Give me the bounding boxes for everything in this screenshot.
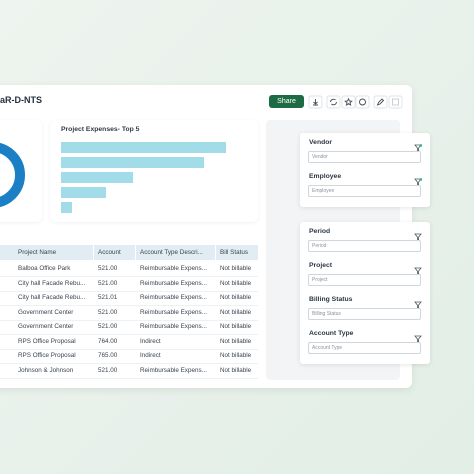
table-cell: Not billable — [220, 308, 252, 316]
table-cell: Reimbursable Expens... — [140, 323, 207, 330]
filter-input[interactable]: Period — [308, 240, 421, 252]
row-divider — [0, 276, 258, 277]
table-cell: Indirect — [140, 352, 161, 359]
column-header: Account Type Descri... — [140, 249, 203, 256]
row-divider — [0, 377, 258, 379]
filter-label: Period — [309, 228, 331, 235]
table-cell: Not billable — [220, 294, 252, 301]
column-header: Bill Status — [220, 249, 248, 256]
bar — [61, 202, 72, 213]
table-cell: Reimbursable Expens... — [140, 366, 207, 374]
table-cell: 521.00 — [98, 366, 118, 374]
table-cell: RPS Office Proposal — [18, 337, 76, 345]
filter-icon[interactable] — [414, 296, 422, 309]
filter-panel: Period Period Project Project Billing Status… — [300, 222, 430, 364]
bar — [61, 172, 133, 183]
chart-title: Project Expenses- Top 5 — [61, 126, 140, 133]
table-cell: Not billable — [220, 323, 252, 330]
filter-input[interactable]: Account Type — [308, 342, 421, 354]
table-cell: 521.00 — [98, 265, 118, 272]
filter-label: Employee — [309, 173, 342, 180]
table-cell: Indirect — [140, 337, 161, 345]
table-cell: Reimbursable Expens... — [140, 265, 207, 272]
toolbar-icons — [308, 95, 403, 109]
column-divider — [135, 245, 136, 260]
filter-label: Vendor — [309, 139, 333, 146]
filter-label: Account Type — [309, 330, 354, 337]
filter-icon[interactable] — [414, 139, 423, 152]
filter-input[interactable]: Employee — [308, 185, 421, 197]
table-cell: Not billable — [220, 279, 252, 287]
filter-panel: Vendor Vendor Employee Employee — [300, 133, 430, 207]
filter-input[interactable]: Vendor — [308, 151, 421, 163]
filter-icon[interactable] — [414, 173, 423, 186]
row-divider — [0, 363, 258, 364]
table-cell: Johnson & Johnson — [18, 366, 74, 374]
filter-label: Project — [309, 262, 333, 269]
column-divider — [93, 245, 94, 260]
column-divider — [215, 245, 216, 260]
table-cell: Reimbursable Expens... — [140, 308, 207, 316]
filter-icon[interactable] — [414, 262, 422, 275]
column-header: Project Name — [18, 249, 57, 256]
row-divider — [0, 334, 258, 335]
table-cell: City hall Facade Rebu... — [18, 294, 86, 301]
row-divider — [0, 290, 258, 292]
filter-icon[interactable] — [414, 330, 422, 343]
table-cell: 764.00 — [98, 337, 118, 345]
table-cell: Government Center — [18, 323, 74, 330]
table-cell: City hall Facade Rebu... — [18, 279, 86, 287]
filter-input[interactable]: Project — [308, 274, 421, 286]
table-cell: 521.00 — [98, 279, 118, 287]
table: Project Name Account Account Type Descri..… — [0, 245, 258, 380]
table-cell: 521.00 — [98, 308, 118, 316]
chart-card: Project Expenses- Top 5 — [50, 120, 258, 222]
bar — [61, 187, 106, 198]
row-divider — [0, 319, 258, 321]
table-cell: Government Center — [18, 308, 74, 316]
filter-label: Billing Status — [309, 296, 353, 303]
table-cell: Not billable — [220, 352, 252, 359]
page-title: aR-D-NTS — [0, 95, 42, 105]
table-cell: Reimbursable Expens... — [140, 279, 207, 287]
table-header — [0, 245, 258, 260]
share-button[interactable]: Share — [269, 95, 304, 108]
filter-input[interactable]: Billing Status — [308, 308, 421, 320]
table-cell: 521.01 — [98, 294, 118, 301]
table-cell: Balboa Office Park — [18, 265, 71, 272]
filter-icon[interactable] — [414, 228, 422, 241]
bar — [61, 157, 204, 168]
row-divider — [0, 305, 258, 306]
table-cell: Reimbursable Expens... — [140, 294, 207, 301]
column-header: Account — [98, 249, 121, 256]
bar — [61, 142, 226, 153]
table-cell: 521.00 — [98, 323, 118, 330]
table-cell: Not billable — [220, 337, 252, 345]
table-cell: 765.00 — [98, 352, 118, 359]
table-cell: Not billable — [220, 265, 252, 272]
table-cell: RPS Office Proposal — [18, 352, 76, 359]
donut-chart — [0, 142, 25, 208]
table-cell: Not billable — [220, 366, 252, 374]
row-divider — [0, 348, 258, 350]
